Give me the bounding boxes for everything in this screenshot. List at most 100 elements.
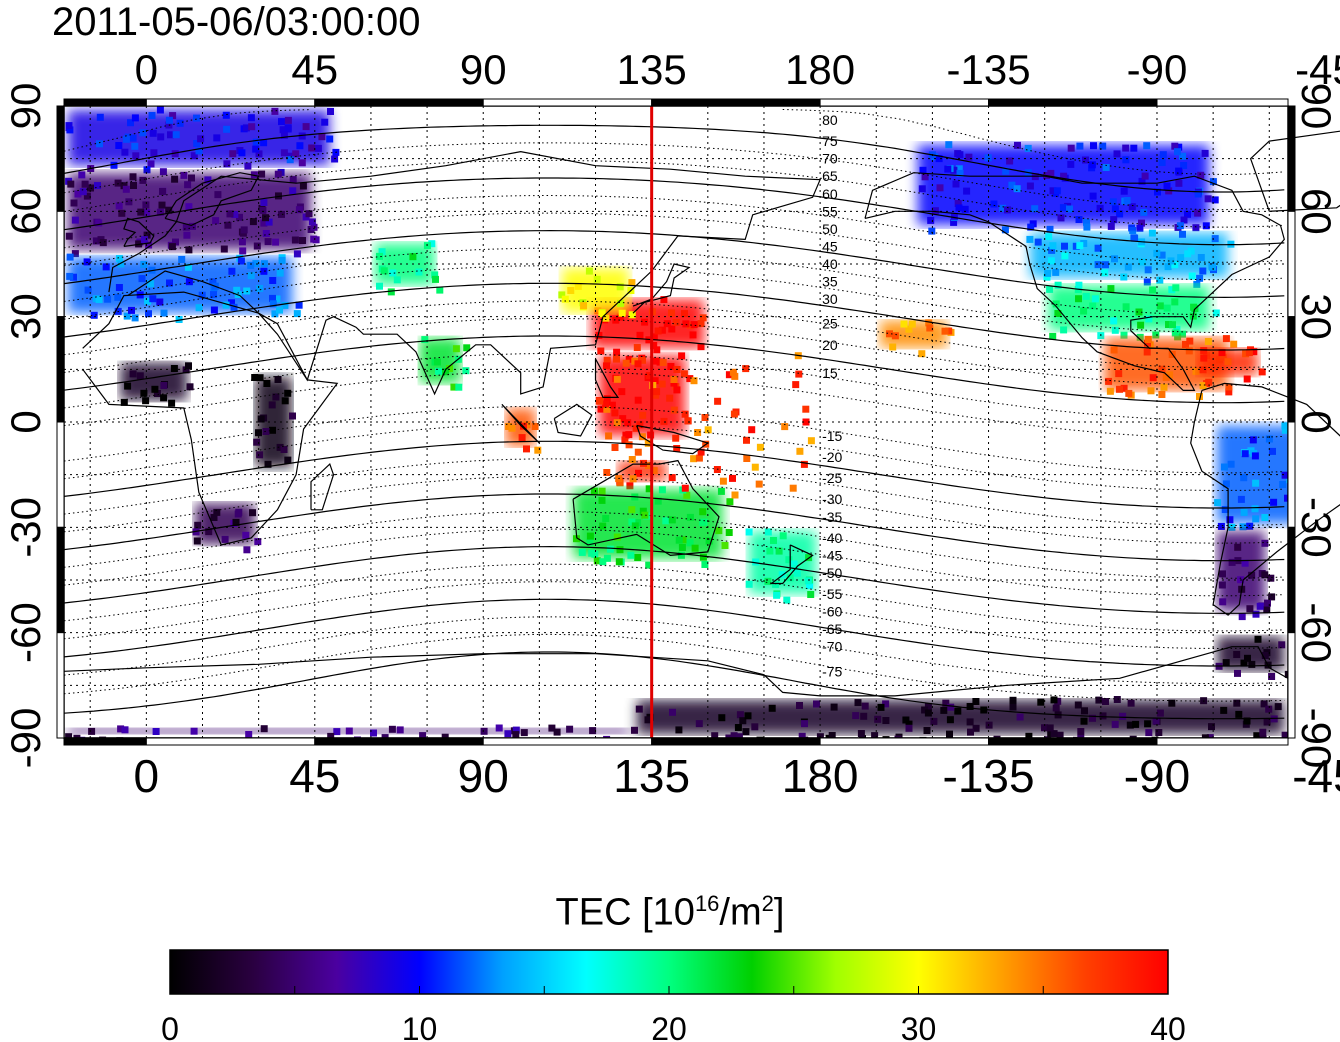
tec-pixel — [259, 206, 267, 214]
tec-pixel — [138, 275, 146, 283]
tec-pixel — [171, 150, 179, 158]
tec-pixel — [857, 730, 865, 737]
tec-pixel — [1144, 266, 1152, 274]
tec-pixel — [102, 263, 110, 271]
tec-pixel — [262, 428, 270, 435]
tec-pixel — [176, 119, 184, 127]
tec-pixel — [1200, 347, 1208, 355]
tec-pixel — [680, 370, 688, 378]
tec-pixel — [963, 187, 971, 195]
tec-pixel — [145, 241, 153, 249]
timestamp-title: 2011-05-06/03:00:00 — [52, 0, 421, 44]
tec-pixel — [289, 412, 296, 420]
tec-pixel — [158, 201, 166, 209]
tec-pixel — [955, 204, 963, 212]
tec-pixel — [1106, 387, 1114, 395]
tec-pixel — [1218, 349, 1226, 357]
tec-pixel — [621, 436, 629, 444]
tec-pixel — [381, 734, 389, 738]
tec-pixel — [789, 484, 797, 492]
tec-pixel — [1160, 383, 1168, 391]
tec-pixel — [645, 485, 653, 493]
tec-pixel — [660, 296, 668, 304]
tec-pixel — [1047, 169, 1055, 177]
tec-pixel — [1044, 269, 1052, 277]
tec-pixel — [751, 723, 759, 731]
tec-pixel — [654, 497, 662, 505]
tec-pixel — [681, 410, 689, 418]
tec-pixel — [1246, 605, 1254, 613]
tec-region-canada — [917, 141, 1219, 235]
tec-pixel — [644, 462, 652, 469]
tec-pixel — [1052, 704, 1060, 712]
tec-pixel — [1034, 238, 1042, 246]
tec-pixel — [274, 170, 282, 178]
tec-pixel — [127, 119, 134, 127]
tec-pixel — [185, 246, 193, 254]
tec-pixel — [205, 528, 213, 536]
tec-pixel — [1138, 258, 1146, 266]
tec-pixel — [611, 409, 619, 417]
tec-pixel — [1201, 149, 1209, 157]
tec-pixel — [295, 206, 303, 214]
tec-pixel — [1184, 250, 1192, 258]
tec-pixel — [446, 365, 453, 372]
tec-pixel — [1120, 384, 1128, 392]
tec-pixel — [1120, 331, 1128, 339]
tec-pixel — [1250, 348, 1258, 356]
tec-pixel — [686, 513, 694, 521]
tec-pixel — [1156, 709, 1164, 717]
tec-pixel — [1219, 598, 1227, 606]
tec-pixel — [268, 401, 276, 409]
tec-pixel — [185, 263, 192, 271]
tec-pixel — [935, 155, 943, 163]
tec-pixel — [247, 114, 255, 122]
mlat-contour — [63, 440, 1285, 509]
tec-pixel — [275, 192, 282, 200]
tec-pixel — [1025, 732, 1033, 738]
tec-pixel — [1137, 321, 1145, 329]
tec-pixel — [691, 544, 699, 552]
tec-pixel — [1169, 321, 1176, 329]
tec-pixel — [598, 487, 606, 495]
tec-pixel — [1077, 728, 1085, 735]
tec-pixel — [1263, 606, 1271, 614]
tec-pixel — [1208, 723, 1215, 731]
tec-pixel — [1325, 434, 1332, 441]
tec-pixel — [616, 313, 624, 321]
coast-scandinavia — [164, 172, 260, 227]
tec-pixel — [954, 200, 962, 207]
tec-pixel — [682, 320, 690, 328]
tec-pixel — [1242, 350, 1250, 358]
tec-pixel — [602, 515, 610, 522]
tec-pixel — [1185, 347, 1193, 355]
contour-label: 65 — [822, 168, 838, 184]
contour-label: 20 — [822, 337, 838, 353]
frame-strip — [651, 737, 821, 746]
tec-pixel — [654, 327, 662, 335]
tec-pixel — [1219, 570, 1226, 578]
tec-pixel — [1124, 263, 1132, 271]
tec-pixel — [156, 208, 164, 216]
tec-pixel — [795, 370, 803, 378]
lat-tick-label-left: 90 — [2, 83, 49, 130]
tec-pixel — [193, 537, 201, 545]
tec-pixel — [1132, 720, 1140, 728]
tec-pixel — [1243, 717, 1251, 725]
tec-pixel — [370, 729, 377, 737]
tec-pixel — [1143, 142, 1151, 150]
tec-pixel — [1013, 185, 1021, 193]
tec-pixel — [1274, 703, 1282, 711]
tec-pixel — [210, 306, 218, 314]
tec-pixel — [1243, 375, 1251, 383]
tec-pixel — [628, 311, 636, 319]
tec-pixel — [188, 174, 195, 182]
tec-pixel — [117, 725, 125, 733]
tec-pixel — [1214, 499, 1222, 507]
tec-pixel — [1172, 284, 1180, 292]
tec-pixel — [1256, 602, 1264, 610]
tec-pixel — [616, 546, 624, 554]
tec-pixel — [1083, 223, 1091, 231]
mlat-contour — [63, 598, 1285, 667]
tec-pixel — [726, 498, 734, 506]
